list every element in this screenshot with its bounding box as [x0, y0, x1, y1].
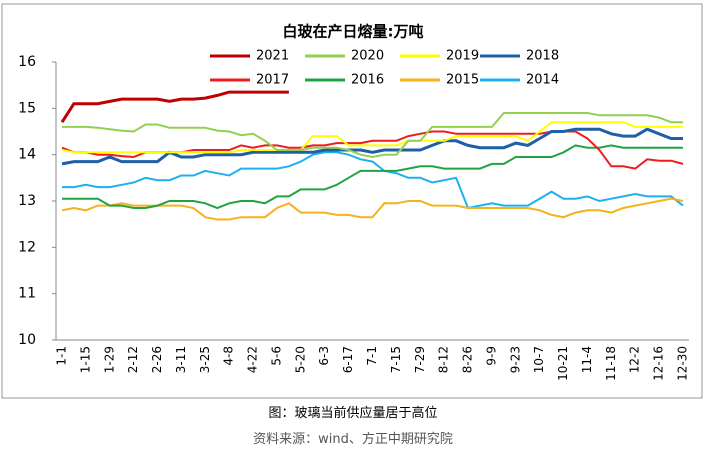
x-tick-label: 12-2: [628, 346, 642, 373]
y-tick-label: 16: [18, 54, 36, 70]
y-tick-label: 10: [18, 332, 36, 348]
series-line: [62, 151, 684, 210]
x-tick-label: 9-9: [484, 346, 498, 366]
y-tick-label: 12: [18, 239, 36, 255]
x-tick-label: 2-12: [126, 346, 140, 373]
x-tick-label: 7-1: [365, 346, 379, 366]
x-tick-label: 12-30: [676, 346, 690, 381]
x-tick-label: 1-15: [78, 346, 92, 373]
x-tick-label: 3-11: [174, 346, 188, 373]
x-tick-label: 1-1: [55, 346, 69, 366]
y-tick-label: 15: [18, 100, 36, 116]
legend-label: 2019: [446, 49, 479, 64]
x-tick-label: 5-20: [293, 346, 307, 373]
series-line: [60, 90, 289, 124]
x-tick-label: 3-25: [198, 346, 212, 373]
x-tick-label: 6-3: [317, 346, 331, 366]
y-tick-label: 11: [18, 286, 36, 302]
chart-frame: [1, 3, 703, 399]
series-line: [62, 144, 683, 210]
series-line: [61, 127, 683, 166]
series-line: [62, 112, 683, 159]
legend-label: 2018: [526, 49, 559, 64]
caption: 图：玻璃当前供应量居于高位: [268, 406, 438, 421]
x-tick-label: 6-17: [341, 346, 355, 373]
series-line: [61, 121, 683, 154]
source: 资料来源：wind、方正中期研究院: [253, 432, 453, 447]
x-tick-label: 12-16: [652, 346, 666, 381]
x-tick-label: 5-6: [269, 346, 283, 366]
series-line: [61, 197, 684, 221]
y-tick-label: 14: [18, 147, 36, 163]
x-tick-label: 7-29: [413, 346, 427, 373]
x-tick-label: 8-26: [461, 346, 475, 373]
legend-label: 2021: [256, 49, 289, 64]
x-tick-label: 10-21: [556, 346, 570, 381]
x-tick-label: 9-23: [508, 346, 522, 373]
legend-label: 2016: [351, 73, 384, 88]
x-tick-label: 4-22: [246, 346, 260, 373]
legend-label: 2020: [351, 49, 384, 64]
x-tick-label: 4-8: [222, 346, 236, 366]
chart: 白玻在产日熔量:万吨 10 11 12 13 14 15 16 1-1 1-15 1-29 2-12…: [1, 3, 703, 399]
legend-label: 2017: [256, 73, 289, 88]
legend-label: 2014: [526, 73, 559, 88]
x-tick-label: 11-4: [580, 346, 594, 373]
legend-label: 2015: [446, 73, 479, 88]
x-tick-label: 11-18: [604, 346, 618, 381]
x-tick-label: 10-7: [532, 346, 546, 373]
x-tick-label: 7-15: [389, 346, 403, 373]
x-tick-label: 2-26: [150, 346, 164, 373]
chart-title: 白玻在产日熔量:万吨: [283, 23, 424, 41]
x-tick-label: 8-12: [437, 346, 451, 373]
x-tick-label: 1-29: [102, 346, 116, 373]
y-tick-label: 13: [18, 193, 36, 209]
